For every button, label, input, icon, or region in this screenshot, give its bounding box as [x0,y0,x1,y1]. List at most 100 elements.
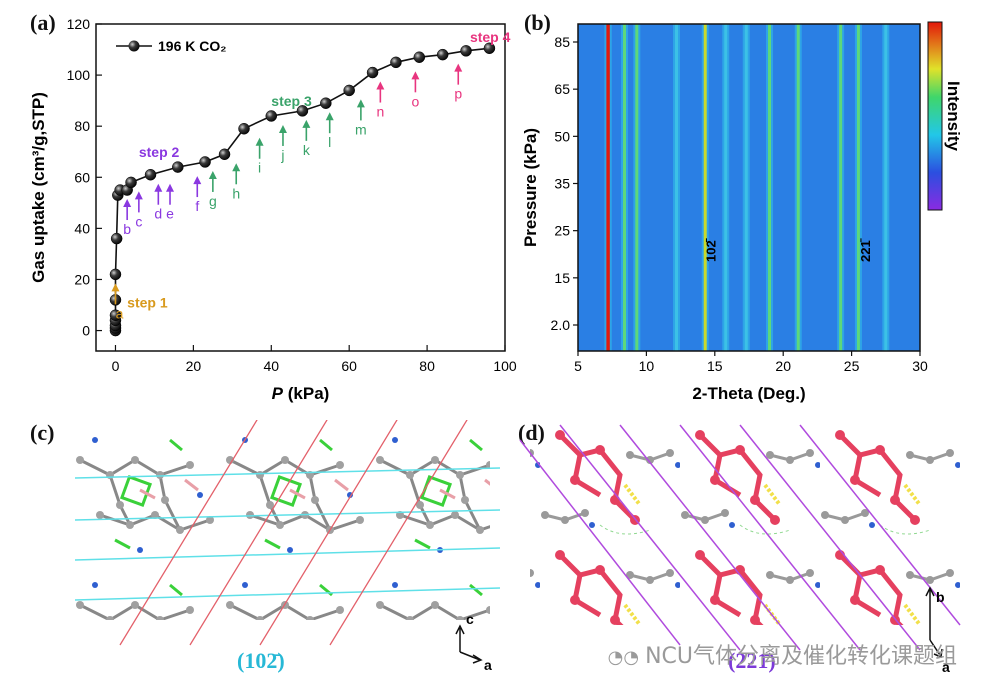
hy-tick-label-4: 50 [554,128,570,144]
peak-band-8 [796,24,800,351]
data-point-20 [343,84,355,97]
arrowhead-m [356,99,365,108]
point-label-m: m [355,121,367,137]
hy-tick-label-2: 25 [554,223,570,239]
hy-tick-label-3: 35 [554,176,570,192]
point-label-e: e [166,206,174,222]
x-tick-label-5: 100 [493,358,517,374]
peak-band-0 [606,24,610,351]
hy-tick-label-5: 65 [554,81,570,97]
panel-label-c: (c) [30,420,55,445]
arrowhead-g [208,170,217,179]
data-point-25 [460,45,472,57]
point-label-j: j [280,147,284,163]
plane-label-c: (102̄) [237,648,285,673]
axis-label-a-d: a [942,659,950,675]
peak-band-9 [839,24,843,351]
data-point-13 [172,161,184,173]
peak-band-10 [856,24,860,351]
isotherm-chart: 0 20 40 60 80 100 0 20 40 60 80 100 120 P (kPa) Gas up… [29,16,517,403]
hy-tick-label-1: 15 [554,270,570,286]
data-point-4 [109,309,122,321]
peak-band-7 [768,24,772,351]
point-label-p: p [454,86,462,102]
peak-band-3 [674,24,678,351]
point-label-k: k [303,142,311,158]
hx-tick-label-0: 5 [574,358,582,374]
watermark-text: NCU气体分离及催化转化课题组 [645,644,957,669]
step-label-1: step 1 [127,295,168,311]
y-tick-label-2: 40 [74,220,90,236]
point-label-f: f [195,198,199,214]
arrowhead-f [193,176,202,185]
x-tick-label-2: 40 [263,358,279,374]
y-tick-label-1: 20 [74,271,90,287]
step-label-2: step 2 [139,144,180,160]
y-axis-title: Gas uptake (cm³/g,STP) [29,92,48,283]
data-point-24 [436,48,449,61]
data-point-7 [110,232,123,245]
data-point-18 [296,105,309,117]
hx-tick-label-5: 30 [912,358,928,374]
arrowhead-d [154,183,163,192]
data-point-11 [125,176,137,189]
hx-tick-label-4: 25 [844,358,860,374]
arrowhead-c [134,191,143,200]
arrowhead-n [376,81,385,90]
step-label-4: step 4 [470,29,511,45]
arrowhead-l [325,112,334,121]
data-point-26 [483,42,496,55]
data-point-14 [199,156,211,168]
x-axis-title: P (kPa) [272,384,330,403]
hy-tick-label-0: 2.0 [551,317,571,333]
arrowhead-j [278,124,287,133]
data-point-22 [390,56,402,69]
point-label-l: l [328,134,331,150]
arrowhead-k [302,119,311,128]
plane-label-d: (221̄) [728,648,776,673]
point-label-o: o [412,93,420,109]
x-tick-label-4: 80 [419,358,435,374]
x-tick-label-0: 0 [112,358,120,374]
data-point-23 [413,51,426,63]
point-label-g: g [209,193,217,209]
arrowhead-o [411,71,420,80]
peak-band-6 [744,24,748,351]
peak-band-4 [703,24,707,351]
arrowhead-p [454,63,463,72]
y-tick-label-5: 100 [67,67,91,83]
heatmap-x-title: 2-Theta (Deg.) [692,384,805,403]
peak-band-1 [623,24,627,351]
point-label-d: d [154,206,162,222]
plot-frame [95,23,506,352]
axis-label-b: b [936,589,945,605]
point-label-i: i [258,160,261,176]
peak-band-5 [724,24,728,351]
legend-marker [128,40,140,52]
hy-tick-label-6: 85 [554,34,570,50]
x-tick-label-1: 20 [186,358,202,374]
panel-label-a: (a) [30,10,56,35]
arrowhead-i [255,137,264,146]
data-point-15 [218,148,231,161]
arrowhead-e [166,183,175,192]
data-point-17 [265,110,278,122]
watermark: ◔◔ NCU气体分离及催化转化课题组 [608,638,957,670]
peak-annotation-0: 102̄ [703,238,718,262]
crystal-structure-c: c a [70,420,500,673]
data-point-12 [144,168,157,181]
peak-band-11 [884,24,888,351]
wechat-icon: ◔◔ [607,647,640,668]
data-point-19 [320,97,332,109]
data-point-21 [366,66,379,79]
point-label-h: h [232,185,240,201]
y-tick-label-6: 120 [67,16,91,32]
hx-tick-label-2: 15 [707,358,723,374]
axis-label-a-c: a [484,657,492,673]
heatmap-y-title: Pressure (kPa) [521,128,540,247]
colorbar [927,21,943,211]
data-point-16 [238,122,250,135]
legend-label: 196 K CO₂ [158,38,226,54]
hx-tick-label-1: 10 [639,358,655,374]
x-tick-label-3: 60 [341,358,357,374]
